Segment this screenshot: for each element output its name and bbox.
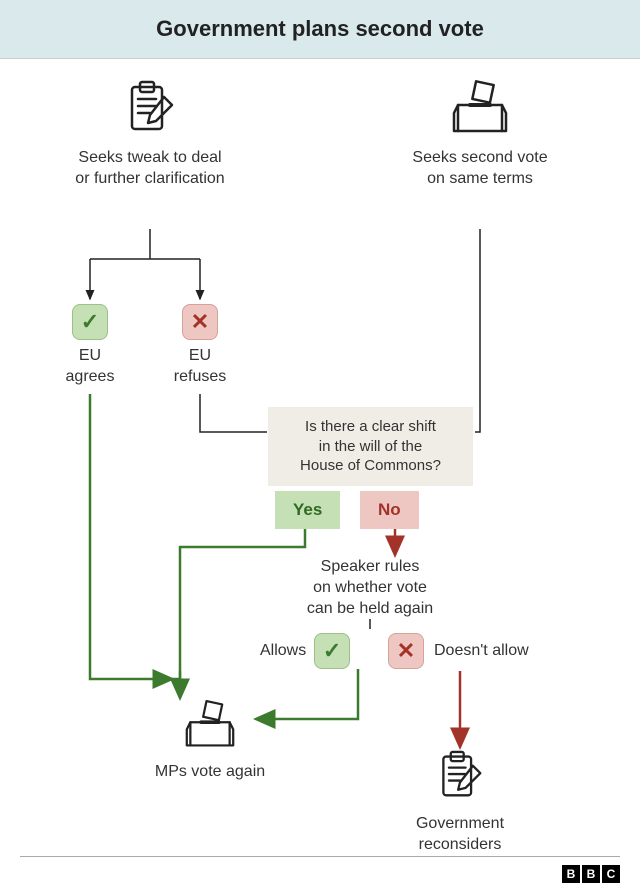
node-yes: Yes — [275, 491, 340, 529]
node-reconsiders: Government reconsiders — [400, 749, 520, 855]
node-question: Is there a clear shift in the will of th… — [268, 407, 473, 486]
node-no: No — [360, 491, 419, 529]
node-tweak: Seeks tweak to deal or further clarifica… — [70, 79, 230, 189]
clipboard-pencil-icon — [124, 79, 176, 142]
clipboard-pencil-icon — [436, 749, 484, 808]
ballot-box-icon — [450, 79, 510, 142]
node-doesnt-allow: ✕ Doesn't allow — [388, 633, 548, 669]
node-eu-refuses-label: EU refuses — [170, 346, 230, 388]
cross-icon: ✕ — [388, 633, 424, 669]
node-mps-vote: MPs vote again — [145, 699, 275, 783]
node-speaker-label: Speaker rules on whether vote can be hel… — [295, 557, 445, 619]
bbc-logo-b2: B — [582, 865, 600, 883]
page-title: Government plans second vote — [0, 0, 640, 59]
bbc-logo-b1: B — [562, 865, 580, 883]
node-allows: Allows ✓ — [260, 633, 350, 669]
bbc-logo: B B C — [562, 865, 620, 883]
node-second-vote: Seeks second vote on same terms — [400, 79, 560, 189]
check-icon: ✓ — [72, 304, 108, 340]
node-eu-agrees-label: EU agrees — [60, 346, 120, 388]
node-second-vote-label: Seeks second vote on same terms — [400, 148, 560, 190]
node-mps-vote-label: MPs vote again — [145, 762, 275, 783]
node-speaker: Speaker rules on whether vote can be hel… — [295, 557, 445, 619]
no-button: No — [360, 491, 419, 529]
node-eu-refuses: ✕ EU refuses — [170, 304, 230, 388]
footer-divider — [20, 856, 620, 857]
node-reconsiders-label: Government reconsiders — [400, 814, 520, 856]
node-eu-agrees: ✓ EU agrees — [60, 304, 120, 388]
ballot-box-icon — [183, 699, 237, 756]
node-doesnt-allow-label: Doesn't allow — [434, 641, 529, 662]
node-question-label: Is there a clear shift in the will of th… — [282, 417, 459, 476]
yes-button: Yes — [275, 491, 340, 529]
cross-icon: ✕ — [182, 304, 218, 340]
bbc-logo-c: C — [602, 865, 620, 883]
node-allows-label: Allows — [260, 641, 306, 662]
flowchart-canvas: Seeks tweak to deal or further clarifica… — [0, 59, 640, 879]
check-icon: ✓ — [314, 633, 350, 669]
node-tweak-label: Seeks tweak to deal or further clarifica… — [70, 148, 230, 190]
